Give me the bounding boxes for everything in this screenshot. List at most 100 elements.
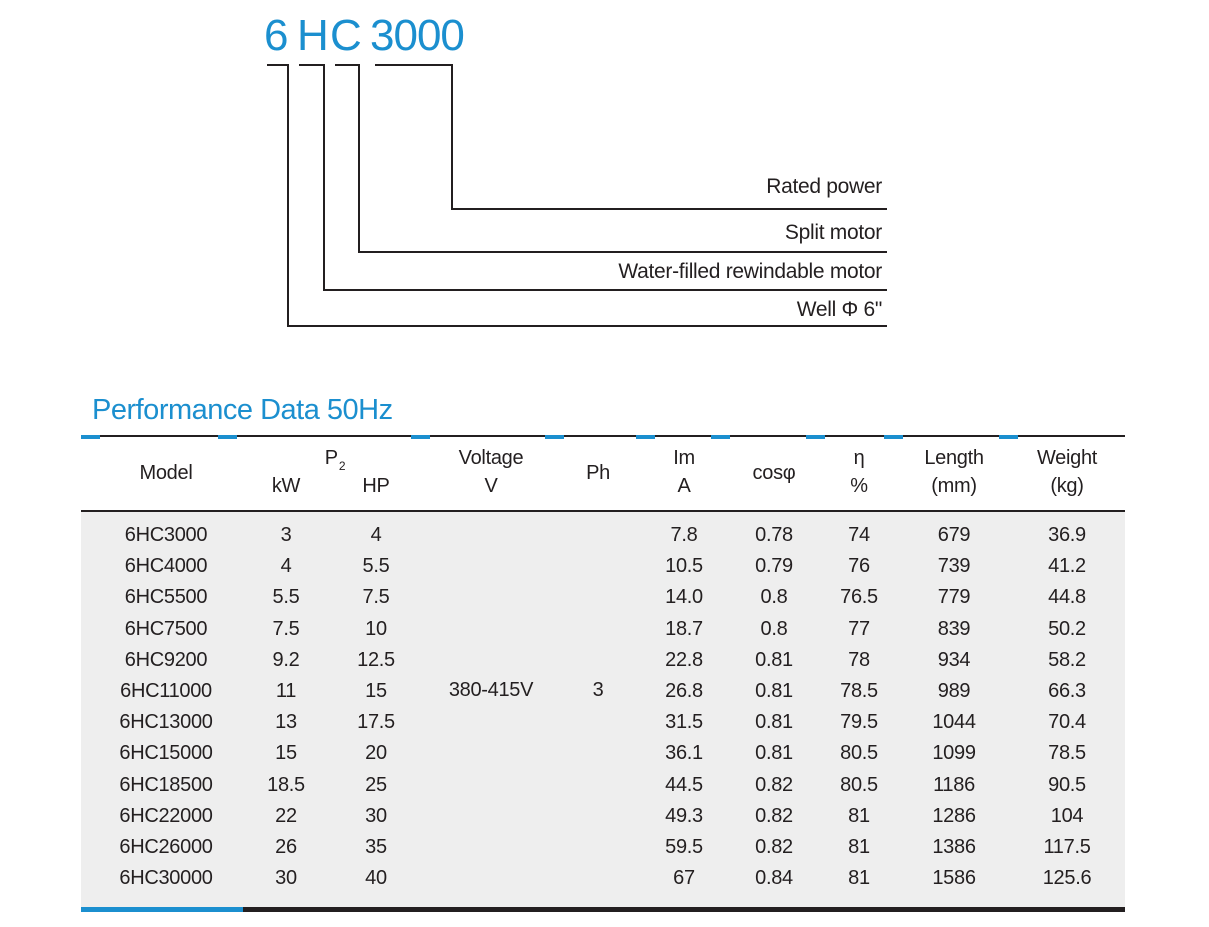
cell-eta: 81 [848, 867, 870, 890]
cell-length: 934 [937, 648, 971, 671]
leader-split [358, 251, 887, 253]
connector-well [287, 64, 289, 327]
cell-weight: 44.8 [1048, 586, 1086, 609]
cell-im: 14.0 [665, 586, 703, 609]
cell-im: 67 [673, 867, 695, 890]
cell-kw: 26 [275, 836, 297, 858]
cell-model: 6HC7500 [124, 617, 208, 640]
cell-length: 1186 [933, 773, 975, 796]
connector-power [451, 64, 453, 209]
cell-hp: 25 [365, 773, 387, 796]
cell-kw: 7.5 [272, 617, 300, 640]
accent-bottom [81, 907, 243, 912]
connector-water [323, 64, 325, 291]
cell-length: 989 [937, 680, 971, 702]
cell-length: 739 [937, 555, 971, 578]
cell-weight: 41.2 [1048, 555, 1086, 578]
cell-cos: 0.81 [755, 711, 793, 734]
table-top-rule [81, 435, 1125, 437]
cell-length: 1586 [932, 867, 976, 890]
header-im: Im [673, 447, 695, 469]
connector-split [358, 64, 360, 253]
cell-cos: 0.8 [760, 617, 788, 640]
cell-hp: 40 [365, 867, 387, 890]
cell-hp: 7.5 [362, 586, 390, 609]
cell-cos: 0.79 [755, 555, 793, 578]
legend-water-filled: Water-filled rewindable motor [618, 260, 882, 283]
accent-mark [999, 435, 1018, 439]
leader-well [287, 325, 887, 327]
cell-im: 31.5 [665, 711, 703, 734]
cell-kw: 9.2 [272, 648, 300, 671]
cell-kw: 4 [280, 555, 292, 578]
cell-cos: 0.78 [755, 524, 793, 546]
cell-im: 59.5 [665, 836, 703, 858]
cell-eta: 81 [848, 804, 870, 827]
cell-cos: 0.84 [755, 867, 793, 890]
cell-length: 1044 [932, 711, 976, 734]
legend-split-motor: Split motor [784, 221, 882, 244]
cell-model: 6HC18500 [119, 773, 213, 796]
cell-im: 49.3 [665, 804, 703, 827]
accent-mark [411, 435, 430, 439]
cell-weight: 36.9 [1048, 524, 1086, 546]
header-weight: Weight [1036, 447, 1098, 469]
cell-hp: 20 [365, 742, 387, 765]
cell-voltage: 380-415V [448, 679, 534, 701]
bracket-h [299, 64, 325, 66]
cell-im: 18.7 [665, 617, 703, 640]
cell-eta: 78 [848, 648, 870, 671]
cell-hp: 12.5 [357, 648, 395, 671]
cell-weight: 70.4 [1048, 711, 1086, 734]
code-letter-c: C [330, 11, 362, 60]
cell-kw: 5.5 [272, 586, 300, 609]
cell-eta: 76.5 [840, 586, 878, 609]
header-model: Model [139, 462, 193, 484]
cell-weight: 104 [1050, 804, 1084, 827]
header-p2-sub: 2 [338, 459, 346, 473]
cell-model: 6HC11000 [120, 680, 212, 702]
cell-model: 6HC4000 [124, 555, 208, 578]
cell-model: 6HC15000 [119, 742, 213, 765]
cell-model: 6HC9200 [124, 648, 208, 671]
leader-power [451, 208, 887, 210]
cell-im: 36.1 [665, 742, 703, 765]
cell-length: 1286 [932, 804, 976, 827]
cell-cos: 0.82 [755, 804, 793, 827]
cell-hp: 17.5 [357, 711, 395, 734]
cell-cos: 0.8 [760, 586, 788, 609]
cell-kw: 3 [280, 524, 292, 546]
cell-eta: 80.5 [840, 773, 878, 796]
cell-eta: 81 [848, 836, 870, 858]
cell-model: 6HC30000 [119, 867, 213, 890]
header-length-unit: (mm) [931, 475, 977, 497]
cell-cos: 0.82 [755, 773, 793, 796]
cell-eta: 76 [848, 555, 870, 578]
cell-hp: 35 [365, 836, 387, 858]
cell-kw: 13 [275, 711, 297, 734]
header-p2: P2 [300, 444, 370, 474]
header-length: Length [924, 447, 984, 469]
code-power: 3000 [370, 11, 465, 60]
legend-rated-power: Rated power [766, 175, 882, 198]
cell-kw: 22 [275, 804, 297, 827]
cell-model: 6HC26000 [119, 836, 213, 858]
header-kw: kW [271, 475, 301, 497]
cell-im: 26.8 [665, 680, 703, 702]
cell-eta: 74 [848, 524, 870, 546]
cell-kw: 18.5 [267, 773, 305, 796]
cell-eta: 80.5 [840, 742, 878, 765]
code-prefix-6: 6 [264, 11, 289, 60]
bracket-6 [267, 64, 288, 66]
cell-kw: 30 [275, 867, 297, 890]
cell-cos: 0.82 [755, 836, 793, 858]
cell-eta: 79.5 [840, 711, 878, 734]
header-hp: HP [362, 475, 390, 497]
cell-cos: 0.81 [755, 648, 793, 671]
cell-weight: 50.2 [1048, 617, 1086, 640]
header-eta-unit: % [850, 475, 868, 497]
cell-im: 22.8 [665, 648, 703, 671]
cell-model: 6HC3000 [124, 524, 208, 546]
table-body-background [81, 512, 1125, 908]
accent-mark [806, 435, 825, 439]
